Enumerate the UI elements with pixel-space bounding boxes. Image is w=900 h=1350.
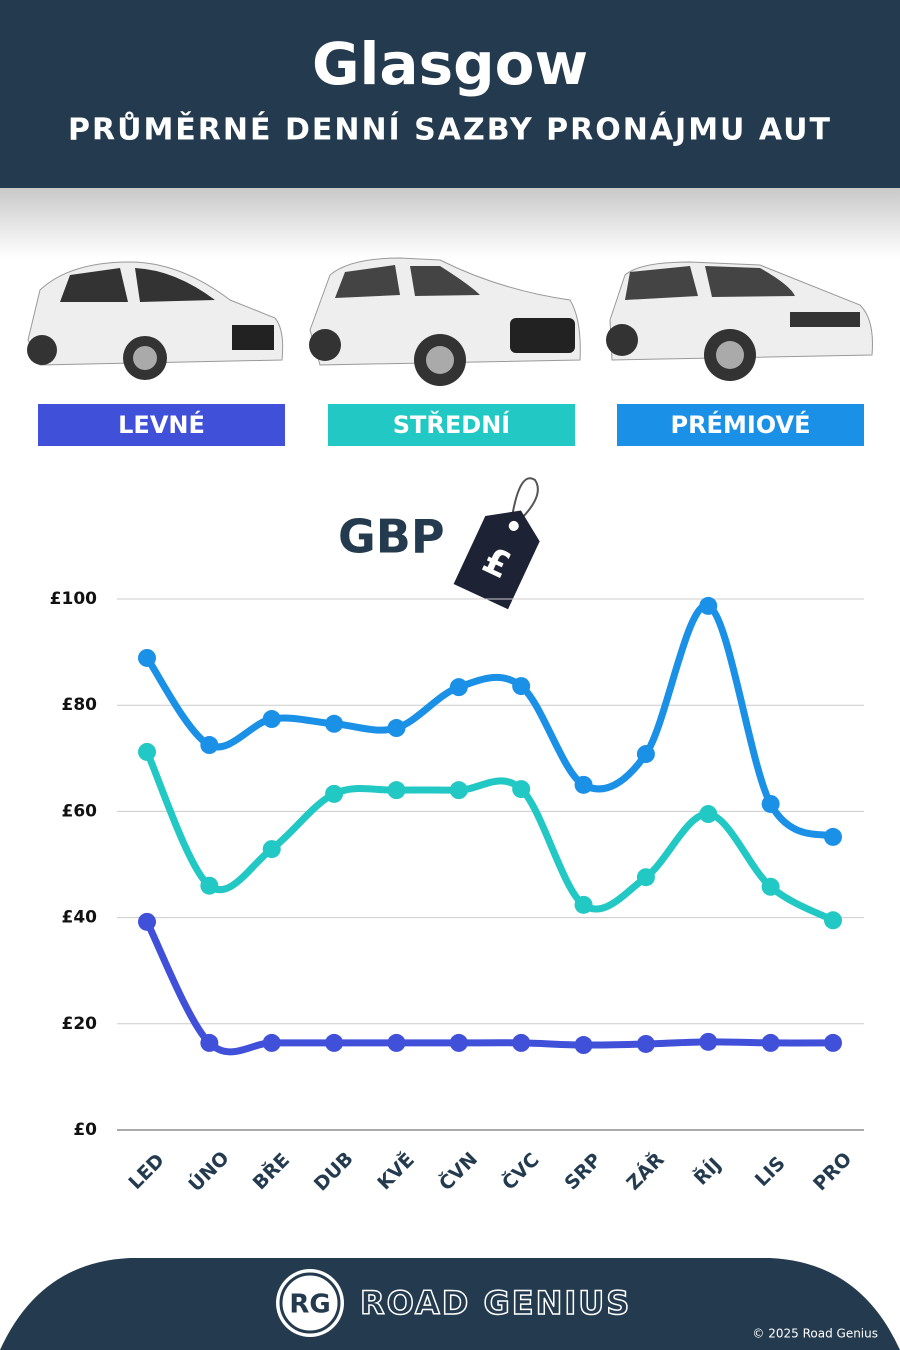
legend-swatch	[617, 404, 864, 446]
data-point	[138, 742, 156, 761]
data-point	[761, 794, 780, 813]
data-point	[512, 677, 531, 696]
data-point	[138, 912, 156, 931]
data-point	[512, 1033, 531, 1052]
y-tick-label: £20	[62, 1014, 98, 1034]
data-point	[699, 805, 718, 824]
title: Glasgow	[312, 30, 588, 98]
data-point	[824, 827, 842, 846]
data-point	[325, 1033, 344, 1052]
y-tick-label: £80	[62, 695, 98, 715]
y-tick-label: £0	[73, 1120, 97, 1140]
data-point	[262, 710, 281, 729]
data-point	[761, 877, 780, 896]
logo-ring	[279, 1272, 341, 1334]
unit-label: GBP	[338, 510, 445, 564]
y-tick-label: £60	[62, 801, 98, 821]
data-point	[387, 719, 406, 738]
brand: ROAD GENIUS	[360, 1284, 631, 1322]
data-point	[387, 1033, 406, 1052]
data-point	[449, 1033, 468, 1052]
data-point	[325, 784, 344, 803]
data-point	[262, 1033, 281, 1052]
footer	[0, 1258, 900, 1350]
header	[0, 0, 900, 188]
data-point	[699, 1032, 718, 1051]
data-point	[824, 1033, 842, 1052]
tag-string	[511, 477, 539, 521]
data-point	[262, 840, 281, 859]
x-tick-label: SRP	[560, 1149, 605, 1194]
legend-label: STŘEDNÍ	[393, 410, 511, 439]
data-point	[325, 714, 344, 733]
logo: RG	[289, 1290, 330, 1320]
data-point	[761, 1033, 780, 1052]
data-point	[138, 648, 156, 667]
x-tick-label: ÚNO	[183, 1146, 234, 1197]
car-budget	[27, 261, 284, 380]
data-point	[636, 868, 655, 887]
y-tick-label: £40	[62, 908, 98, 928]
car-premium	[606, 261, 873, 381]
data-point	[200, 736, 219, 755]
price-tag: £	[453, 510, 540, 610]
data-point	[200, 876, 219, 895]
x-tick-label: LED	[124, 1149, 168, 1193]
x-tick-label: BŘE	[248, 1148, 294, 1194]
legend: LEVNÉ STŘEDNÍ PRÉMIOVÉ	[38, 404, 864, 446]
x-tick-label: ŘÍJ	[689, 1153, 726, 1190]
x-tick-label: ZÁŘ	[622, 1148, 669, 1195]
legend-swatch	[328, 404, 575, 446]
data-point	[387, 781, 406, 800]
series-line	[143, 918, 837, 1056]
data-point	[699, 596, 718, 615]
legend-label: LEVNÉ	[118, 410, 205, 439]
data-point	[636, 1034, 655, 1053]
data-point	[449, 678, 468, 697]
x-tick-label: PRO	[809, 1148, 856, 1195]
data-point	[574, 775, 593, 794]
x-tick-label: LIS	[751, 1152, 790, 1191]
data-point	[512, 780, 531, 799]
car-mid	[309, 257, 581, 386]
series-line	[143, 602, 837, 841]
x-tick-label: ČVN	[434, 1147, 482, 1195]
data-point	[449, 781, 468, 800]
series-line	[143, 748, 837, 924]
y-tick-label: £100	[50, 589, 97, 609]
x-tick-label: ČVC	[497, 1147, 544, 1194]
legend-swatch	[38, 404, 285, 446]
data-point	[824, 911, 842, 930]
x-tick-label: KVĚ	[373, 1148, 419, 1194]
subtitle: PRŮMĚRNÉ DENNÍ SAZBY PRONÁJMU AUT	[68, 111, 832, 148]
legend-label: PRÉMIOVÉ	[670, 410, 810, 439]
copyright: © 2025 Road Genius	[752, 1327, 878, 1341]
data-point	[200, 1033, 219, 1052]
data-point	[574, 1036, 593, 1055]
x-tick-label: DUB	[310, 1148, 358, 1196]
line-chart: £0 £20 £40 £60 £80 £100 LED ÚNO BŘE DUB KVĚ ČVN ČVC S…	[50, 589, 864, 1196]
data-point	[636, 745, 655, 764]
header-shadow	[0, 188, 900, 258]
data-point	[574, 895, 593, 914]
logo-circle	[276, 1269, 344, 1337]
